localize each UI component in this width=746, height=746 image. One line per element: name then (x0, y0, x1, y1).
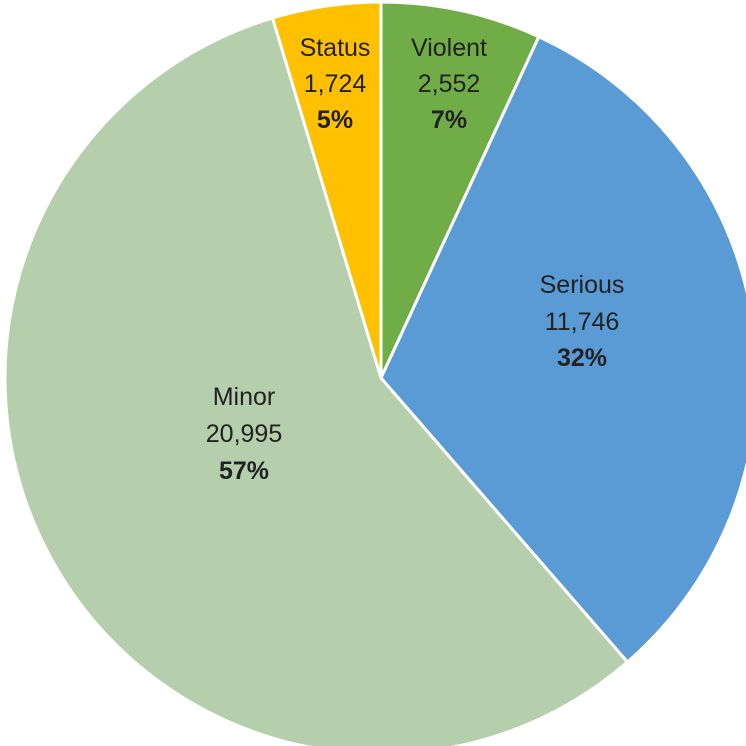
pie-slice-minor (3, 16, 629, 746)
slice-label-serious-percent: 32% (557, 344, 607, 372)
pie-slice-serious (379, 35, 746, 664)
pie-labels: Violent 2,552 7% Serious 11,746 32% Mino… (206, 34, 625, 485)
pie-slices (3, 0, 746, 746)
pie-slice-status (271, 0, 383, 380)
slice-label-minor-percent: 57% (219, 457, 269, 485)
slice-label-violent-percent: 7% (431, 106, 467, 134)
slice-label-serious-name: Serious (540, 271, 625, 299)
slice-label-status-value: 1,724 (304, 70, 367, 98)
slice-label-minor-value: 20,995 (206, 420, 282, 448)
pie-slice-violent (379, 0, 541, 380)
slice-label-status-percent: 5% (317, 106, 353, 134)
slice-label-status-name: Status (300, 34, 371, 62)
slice-label-minor-name: Minor (213, 383, 276, 411)
slice-label-serious-value: 11,746 (545, 308, 620, 336)
slice-label-violent-value: 2,552 (418, 70, 481, 98)
slice-label-violent-name: Violent (411, 34, 487, 62)
